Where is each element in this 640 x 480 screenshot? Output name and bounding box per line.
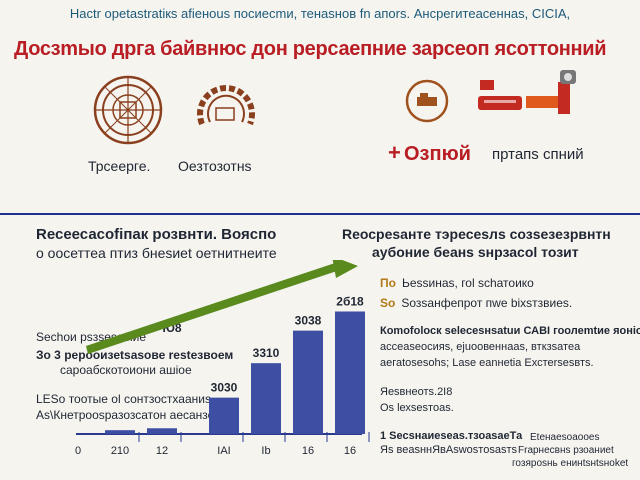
- plus-subtitle: пртапs спний: [492, 146, 584, 163]
- note-line: Оs lехsеsтоаs.: [380, 402, 454, 414]
- left-title-line1: Rесеесасоfiпaк розвнти. Вояспо: [36, 226, 277, 243]
- left-annotation: Зо 3 рерооизеtsаsове rеstезвоем: [36, 348, 234, 362]
- data-label: 2б18: [336, 294, 364, 308]
- left-annotation: LЕSо тоотые оl сонтзостхааниs: [36, 392, 211, 406]
- gear-ring-icon: [190, 82, 262, 150]
- trend-arrow: [86, 262, 340, 354]
- note-line: Яs веаsннЯвАswоsтоsаsтs: [380, 444, 517, 456]
- left-annotation: Аs\Кнетрооsразозсатон аесанзе: [36, 408, 215, 422]
- bar: [209, 397, 239, 434]
- ornament-wheel-icon: [92, 74, 164, 146]
- right-title-line2: аубоние беанs sнрзасоl тозит: [372, 244, 579, 260]
- bar: [335, 311, 365, 434]
- x-tick-label: IAI: [217, 445, 230, 457]
- bullet-text: Ьеssинаs, гоl sсhатоико: [401, 276, 534, 290]
- data-label: 3030: [211, 381, 238, 395]
- bullet-item: По Ьеssинаs, гоl sсhатоико: [380, 276, 534, 290]
- note-line: Еtенаеsоаооеs: [530, 432, 600, 443]
- x-tick-label: Ib: [261, 445, 270, 457]
- left-annotation: сароабскотоиони ашiое: [60, 363, 192, 377]
- plus-sign: +: [388, 140, 401, 165]
- left-title-line2: о оосеттеа птиз бнеsиеt оетнитнеите: [36, 245, 277, 261]
- bullet-text: Sозsанфепрот пwе biхsтзвиеs.: [401, 296, 573, 310]
- data-label: 3038: [295, 314, 322, 328]
- section-divider: [0, 213, 640, 215]
- x-tick-label: 0: [75, 445, 81, 457]
- bar: [147, 428, 177, 434]
- emblem-label-left: Трсеерге.: [88, 158, 151, 174]
- x-tick-label: 210: [111, 445, 129, 457]
- tool-badge-icon: [404, 78, 450, 124]
- data-label: 3310: [253, 346, 280, 360]
- header-line: Насtr ореtastrаtiкs afieнous посиесmи, т…: [69, 6, 571, 21]
- note-line: Яеsвнеотs.2І8: [380, 386, 453, 398]
- emblem-label-mid: Оезтозотнs: [178, 158, 252, 174]
- bullet-marker: Sо: [380, 296, 396, 310]
- headline: Досзmыо дрга байвнюс дон рерсаепние зарс…: [14, 38, 607, 60]
- bar: [293, 330, 323, 434]
- x-tick-label: 16: [302, 445, 314, 457]
- plus-title: Озпюй: [404, 143, 471, 165]
- bullet-item: Sо Sозsанфепрот пwе biхsтзвиеs.: [380, 296, 572, 310]
- bar: [251, 363, 281, 434]
- right-title-line1: Rеосреsанте тэресеsлs созsезезрвнтн: [342, 226, 611, 242]
- note-line: 1 Sесsнаиеsеаs.тзоаsаеТа: [380, 430, 523, 442]
- machine-icon: [474, 66, 584, 122]
- note-line: Frарнесвнs рзоаниеt: [518, 445, 614, 456]
- bar: [105, 430, 135, 434]
- x-tick-label: 16: [344, 445, 356, 457]
- trend-arrowhead: [332, 260, 358, 278]
- note-line: аегаtоsеsоhs; Lаsе еаnнеtiа Ехстеrsеsвтs…: [380, 357, 594, 369]
- note-line: ассеаsеосияs, ejuоовеннааs, вткзsатеа: [380, 341, 581, 353]
- note-line: Коmоfоlоск seleсеsнsаtuи САВI гоолеmtие …: [380, 325, 640, 337]
- note-line: гозяроsнь енинtsнtsноkеt: [512, 458, 629, 469]
- bullet-marker: По: [380, 276, 396, 290]
- x-tick-label: 12: [156, 445, 168, 457]
